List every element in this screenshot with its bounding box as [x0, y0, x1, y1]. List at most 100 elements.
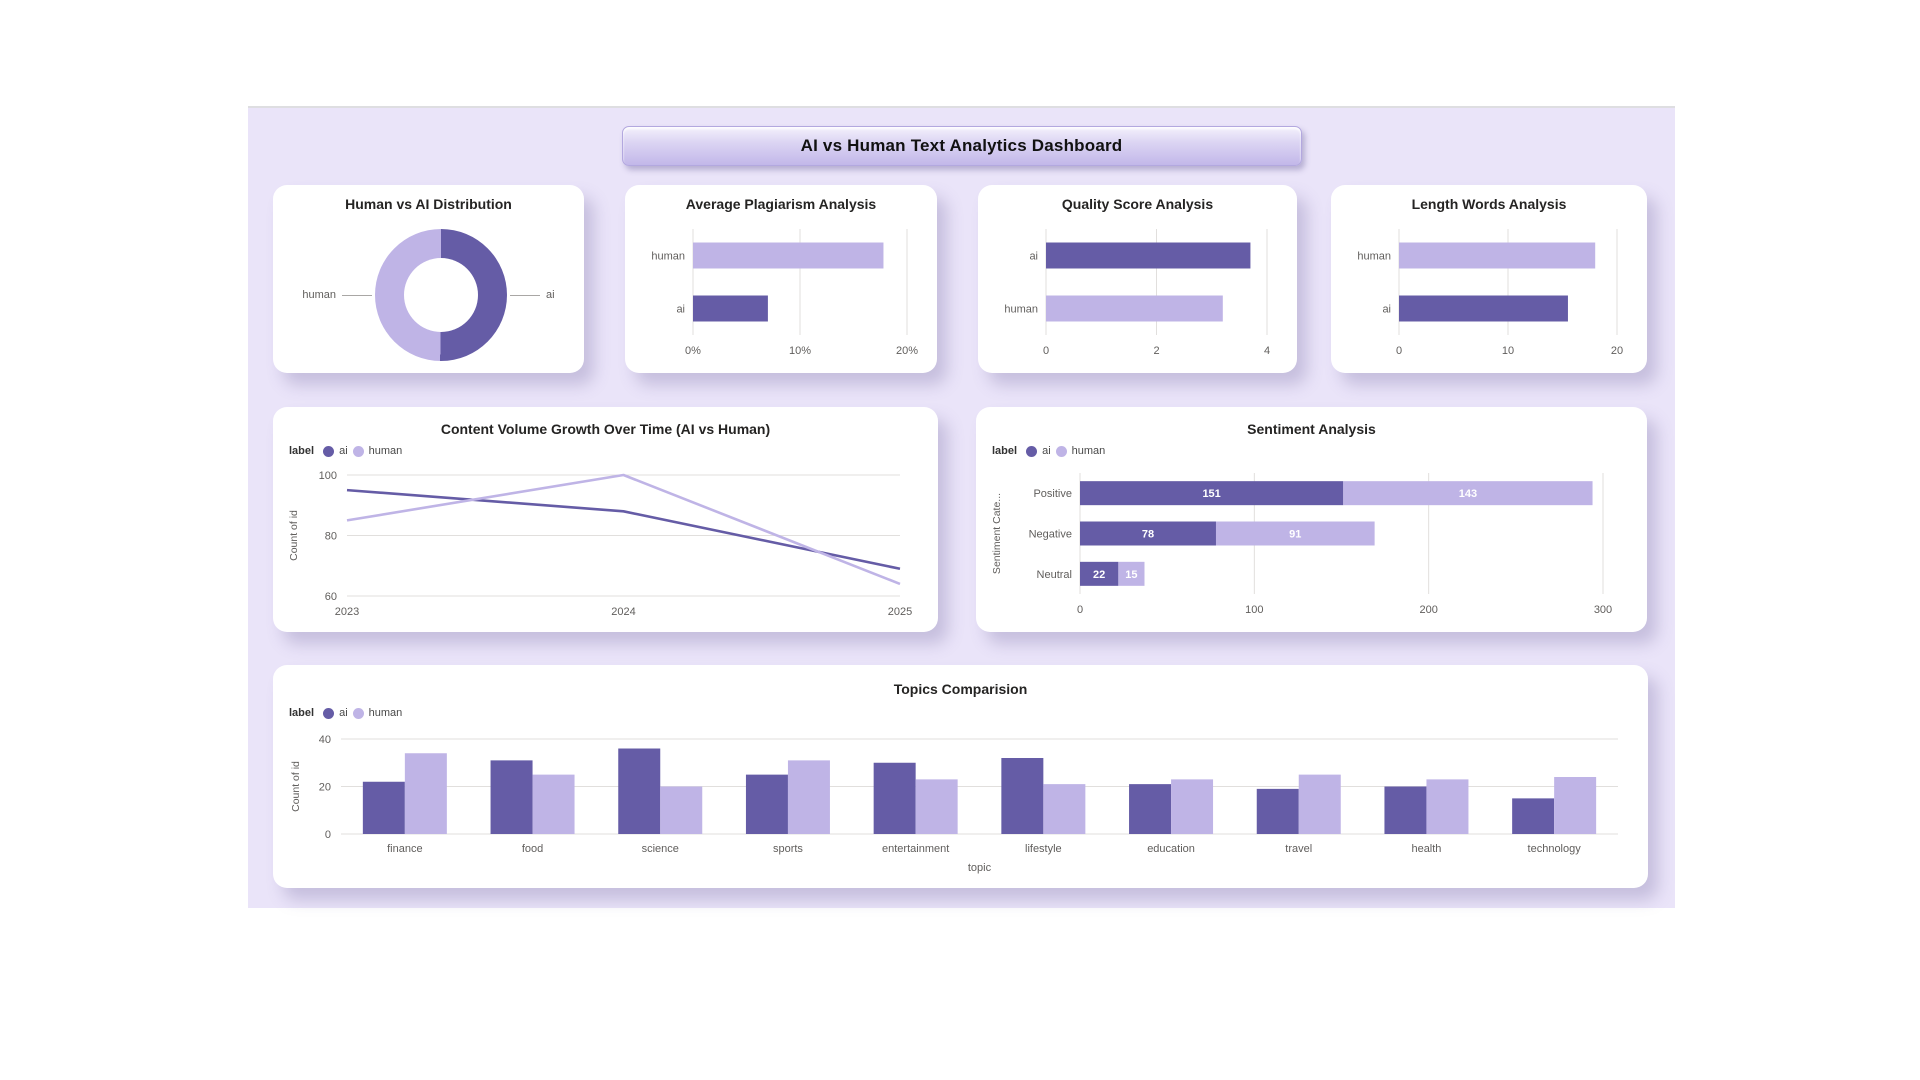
x-tick-label: 20% — [896, 345, 918, 357]
x-tick-label: 2024 — [611, 606, 635, 618]
bar-technology-human[interactable] — [1554, 777, 1597, 834]
bar-value-label: 143 — [1459, 488, 1477, 500]
bar-education-human[interactable] — [1171, 779, 1214, 834]
bar-neutral-human[interactable] — [1118, 561, 1145, 586]
chart-title: Sentiment Analysis — [1247, 421, 1376, 437]
x-tick-label: 0 — [1043, 345, 1049, 357]
y-tick-label: 60 — [325, 591, 337, 603]
x-tick-label: 4 — [1264, 345, 1270, 357]
bar-sports-human[interactable] — [787, 760, 830, 834]
bar-food-human[interactable] — [532, 774, 575, 834]
legend-human-dot-icon[interactable] — [352, 445, 364, 457]
bar-technology-ai[interactable] — [1512, 798, 1555, 834]
chart-title: Average Plagiarism Analysis — [685, 196, 877, 212]
y-axis-title: Count of id — [290, 761, 302, 812]
bar-value-label: 15 — [1125, 569, 1137, 581]
category-label: ai — [1029, 251, 1038, 263]
line-series-ai[interactable] — [346, 488, 901, 571]
bar-science-human[interactable] — [660, 786, 703, 835]
legend-human-dot-icon[interactable] — [1055, 445, 1067, 457]
x-category-label: education — [1147, 843, 1195, 855]
y-axis-title: Count of id — [288, 510, 300, 561]
legend-ai-dot-icon[interactable] — [323, 445, 335, 457]
legend-human-dot-icon[interactable] — [352, 707, 364, 719]
bar-positive-ai[interactable] — [1080, 481, 1344, 506]
legend: label ai human — [289, 445, 402, 457]
x-tick-label: 100 — [1245, 604, 1263, 616]
bar-human[interactable] — [693, 242, 884, 269]
line-series-human[interactable] — [346, 473, 901, 586]
bar-lifestyle-ai[interactable] — [1001, 758, 1044, 834]
legend-human-label[interactable]: human — [1071, 445, 1106, 457]
x-tick-label: 10% — [789, 345, 811, 357]
card-human-vs-ai-distribution: Human vs AI Distribution human ai — [273, 185, 584, 373]
bar-health-ai[interactable] — [1384, 786, 1427, 835]
bar-finance-ai[interactable] — [362, 781, 405, 834]
bar-value-label: 22 — [1093, 569, 1105, 581]
category-label: Negative — [1029, 529, 1072, 541]
legend-key: label — [289, 707, 315, 719]
plagiarism-svg: 0% 10% 20% human ai — [651, 229, 918, 357]
bar-finance-human[interactable] — [404, 753, 447, 834]
card-length-words-analysis: Length Words Analysis 0 10 20 human ai — [1331, 185, 1647, 373]
bar-entertainment-human[interactable] — [915, 779, 958, 834]
legend-ai-label[interactable]: ai — [339, 707, 348, 719]
x-tick-label: 2025 — [888, 606, 912, 618]
y-tick-label: 20 — [319, 782, 331, 794]
growth-line-chart: 100 80 60 Count of id 2023 2024 2025 — [283, 467, 926, 624]
legend-ai-dot-icon[interactable] — [323, 707, 335, 719]
donut-hole — [404, 258, 479, 332]
card-topics-comparision: Topics Comparision label ai human 0 20 40 C… — [273, 665, 1648, 888]
bar-science-ai[interactable] — [618, 748, 661, 835]
legend-ai-dot-icon[interactable] — [1026, 445, 1038, 457]
x-category-label: technology — [1528, 843, 1582, 855]
sentiment-stacked-bar-chart: 0 100 200 300 Sentiment Cate... Positive 151 14… — [986, 467, 1633, 624]
chart-title: Length Words Analysis — [1411, 196, 1567, 212]
bar-health-human[interactable] — [1426, 779, 1469, 834]
legend-ai-label[interactable]: ai — [1042, 445, 1051, 457]
y-tick-label: 80 — [325, 531, 337, 543]
x-axis-title: topic — [968, 862, 992, 874]
bar-travel-human[interactable] — [1298, 774, 1341, 834]
donut-chart: human ai — [273, 227, 584, 363]
x-tick-label: 2 — [1153, 345, 1159, 357]
bar-ai[interactable] — [693, 295, 768, 322]
bar-lifestyle-human[interactable] — [1043, 784, 1086, 834]
growth-svg: 100 80 60 Count of id 2023 2024 2025 — [288, 470, 912, 618]
bar-negative-human[interactable] — [1215, 521, 1375, 546]
x-tick-label: 200 — [1419, 604, 1437, 616]
x-category-label: food — [522, 843, 543, 855]
card-content-volume-growth: Content Volume Growth Over Time (AI vs H… — [273, 407, 938, 632]
chart-title: Content Volume Growth Over Time (AI vs H… — [440, 421, 771, 437]
x-category-label: health — [1411, 843, 1441, 855]
bar-human[interactable] — [1399, 242, 1596, 269]
bar-sports-ai[interactable] — [745, 774, 788, 834]
x-tick-label: 300 — [1594, 604, 1612, 616]
donut-ring[interactable] — [375, 229, 508, 361]
bar-value-label: 91 — [1289, 529, 1301, 541]
chart-title: Human vs AI Distribution — [345, 196, 512, 212]
bar-entertainment-ai[interactable] — [873, 762, 916, 834]
legend-human-label[interactable]: human — [368, 707, 403, 719]
x-category-label: travel — [1285, 843, 1312, 855]
category-label: human — [651, 251, 685, 263]
x-tick-label: 0 — [1396, 345, 1402, 357]
bar-negative-ai[interactable] — [1080, 521, 1216, 546]
card-sentiment-analysis: Sentiment Analysis label ai human 0 100 20… — [976, 407, 1647, 632]
legend-human-label[interactable]: human — [368, 445, 403, 457]
bar-positive-human[interactable] — [1343, 481, 1593, 506]
bar-education-ai[interactable] — [1129, 784, 1172, 834]
bar-ai[interactable] — [1399, 295, 1568, 322]
bar-human[interactable] — [1046, 295, 1223, 322]
legend-ai-label[interactable]: ai — [339, 445, 348, 457]
category-label: human — [1357, 251, 1391, 263]
bar-ai[interactable] — [1046, 242, 1251, 269]
legend: label ai human — [992, 445, 1105, 457]
x-tick-label: 0 — [1077, 604, 1083, 616]
topics-svg: 0 20 40 Count of id finance food science sports… — [290, 734, 1618, 874]
bar-food-ai[interactable] — [490, 760, 533, 834]
bar-neutral-ai[interactable] — [1080, 561, 1119, 586]
bar-travel-ai[interactable] — [1256, 788, 1299, 834]
dashboard-panel: AI vs Human Text Analytics Dashboard Hum… — [248, 108, 1675, 908]
bar-value-label: 78 — [1142, 529, 1154, 541]
